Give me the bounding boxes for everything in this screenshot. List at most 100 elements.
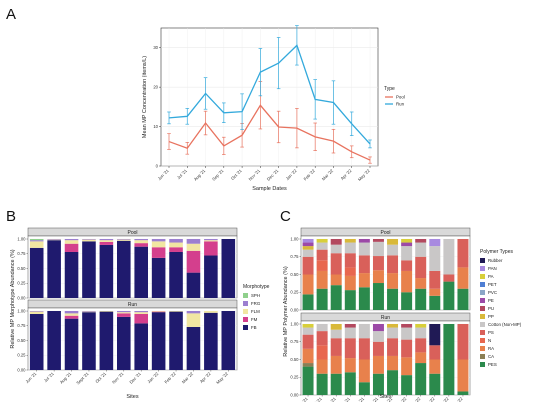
bar-segment-frg [29,311,44,312]
bar-segment-pa [302,324,314,328]
legend-swatch-flm [243,309,248,314]
x-tick-label: Jan '22 [285,168,298,181]
bar-segment-ra [316,359,328,374]
x-tick-label: Dec '21 [380,396,394,402]
bar-segment-pes [387,370,399,395]
bar-segment-fb [29,247,44,298]
facet-strip-label: Pool [127,230,137,236]
bar-segment-cotton-non-mp [316,324,328,332]
legend-swatch-frg [243,301,248,306]
bar-segment-fb [82,241,96,298]
panel-a-line-chart: 0 10 20 30 Jun '21 Jul '21 Aug '21 Sep '21 Oct '… [142,25,405,192]
bar-segment-ps [429,345,441,360]
x-tick-label: Oct '21 [230,168,243,181]
y-tick-label: 1.00 [17,308,26,313]
bar-segment-pan [302,239,314,243]
x-tick-label: Apr '22 [437,396,450,402]
bar-segment-flm [99,311,114,312]
x-tick-label: Aug '21 [323,396,337,402]
x-tick-label: Aug '21 [193,168,207,182]
bar-segment-frg [186,239,201,244]
x-tick-label: May '22 [357,168,371,182]
bar-segment-fb [221,239,236,298]
bar-segment-fb [99,244,114,298]
x-tick-label: Nov '21 [366,396,380,402]
legend-label-frg: FRG [251,301,261,306]
bar-segment-fb [186,326,201,370]
x-tick-label: Nov '21 [248,168,262,182]
bar-segment-fb [116,316,131,370]
x-axis-title: Sample Dates [252,186,287,192]
y-tick-label: 1.00 [17,236,26,241]
bar-segment-n [316,345,328,360]
y-tick-label: 0 [156,164,159,169]
bar-segment-pes [344,290,356,310]
bar-segment-ps [372,256,384,271]
bar-segment-pes [344,372,356,395]
bar-segment-fm [151,311,166,313]
y-tick-label: 0.25 [290,290,299,295]
bar-segment-flm [116,239,131,241]
legend-label-pu: PU [488,306,494,311]
bar-segment-ra [457,267,469,289]
x-tick-label: Jun '21 [296,396,309,402]
bar-segment-fm [99,241,114,245]
legend-swatch-ra [480,346,485,351]
bar-segment-pp [387,239,399,245]
y-tick-label: 0.50 [290,272,299,277]
bar-segment-ps [415,338,427,353]
bar-segment-ps [372,341,384,356]
bar-segment-pes [372,373,384,395]
bar-segment-rubber [429,324,441,346]
bar-segment-ra [415,278,427,289]
bar-segment-ps [344,338,356,359]
bar-segment-pes [443,324,455,395]
legend-swatch-pp [480,314,485,319]
legend-swatch-sph [243,293,248,298]
y-tick-label: 0.25 [17,281,26,286]
bar-segment-pes [316,288,328,310]
bar-segment-fb [186,272,201,298]
y-tick-label: 10 [153,124,158,129]
y-tick-label: 1.00 [290,321,299,326]
bar-segment-ps [358,255,370,274]
x-tick-label: Jun '21 [24,371,37,384]
bar-segment-pes [302,366,314,395]
bar-segment-pes [401,375,413,395]
bar-segment-cotton-non-mp [344,327,356,339]
legend-label-pa: PA [488,274,494,279]
bar-segment-cotton-non-mp [387,244,399,256]
bar-segment-fm [151,247,166,258]
bar-segment-pes [401,292,413,310]
bar-segment-frg [134,311,149,313]
bar-segment-ra [358,359,370,383]
y-tick-label: 0.50 [17,266,26,271]
panel-c-polymer-chart: Pool 0.00 0.25 0.50 0.75 1.00 Run 0.00 0.25 0.50 0… [283,227,522,402]
bar-segment-pu [344,324,356,328]
bar-segment-pu [415,239,427,243]
bar-segment-ra [330,274,342,286]
bar-segment-frg [134,239,149,241]
bar-segment-ps [316,331,328,346]
bar-segment-pa [415,324,427,328]
y-tick-label: 0.75 [290,339,299,344]
bar-segment-cotton-non-mp [330,329,342,339]
bar-segment-pes [358,382,370,395]
bar-segment-flm [29,241,44,248]
bar-segment-flm [82,239,96,242]
bar-segment-pes [415,288,427,310]
bar-segment-frg [204,239,218,241]
bar-segment-fb [151,257,166,298]
legend-swatch-pa [480,274,485,279]
bar-segment-fb [47,311,61,370]
bar-segment-ps [387,338,399,356]
legend-label-flm: FLM [251,309,260,314]
legend-swatch-pe [480,298,485,303]
panel-b-morphotype-chart: Pool 0.00 0.25 0.50 0.75 1.00 Run 0.00 0.25 0.50 0… [10,227,270,400]
bar-segment-frg [82,311,96,312]
legend-title: Polymer Types [480,249,513,255]
facet-panel [27,235,238,299]
y-tick-label: 0.75 [17,251,26,256]
